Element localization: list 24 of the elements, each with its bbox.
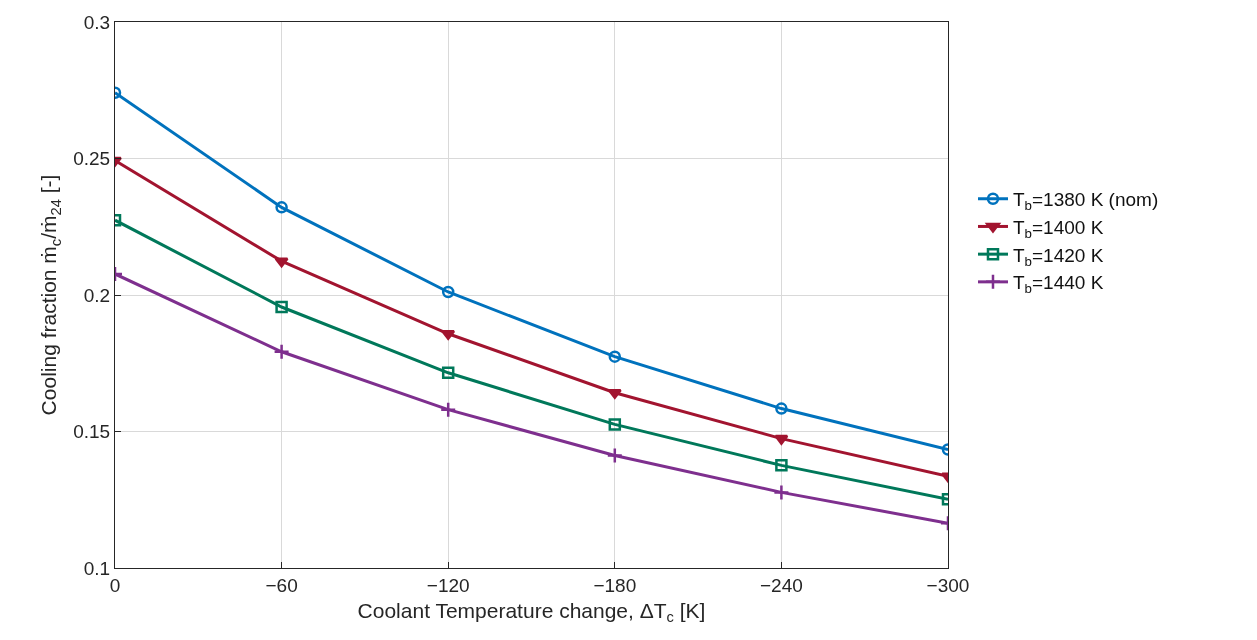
y-tick-label: 0.25 [73, 148, 111, 170]
x-tick-label: −240 [760, 574, 803, 596]
legend-label: T$_{b}$=1440 K [1012, 272, 1104, 297]
point [607, 388, 622, 399]
y-tick-label: 0.1 [83, 557, 111, 579]
x-tick-label: −180 [593, 574, 637, 596]
legend-label: T$_{b}$=1400 K [1012, 216, 1104, 241]
point [439, 401, 457, 418]
legend-label: T$_{b}$=1380 K (nom) [1012, 189, 1159, 214]
x-tick-label: −120 [426, 574, 470, 596]
legend-label: T$_{b}$=1420 K [1012, 244, 1104, 269]
point [441, 366, 455, 380]
x-axis-title: Coolant Temperature change, ΔT$_{c}$ [K] [357, 599, 706, 626]
point [608, 350, 622, 363]
point [441, 330, 456, 341]
x-tick-label: 0 [109, 574, 121, 596]
x-tick-label: −60 [265, 574, 298, 596]
x-tick-label: −300 [926, 574, 970, 596]
point [441, 285, 455, 299]
y-tick-label: 0.15 [73, 421, 111, 443]
point [608, 418, 622, 431]
y-tick-label: 0.3 [83, 11, 111, 33]
y-tick-label: 0.2 [83, 284, 111, 306]
point [606, 447, 624, 464]
